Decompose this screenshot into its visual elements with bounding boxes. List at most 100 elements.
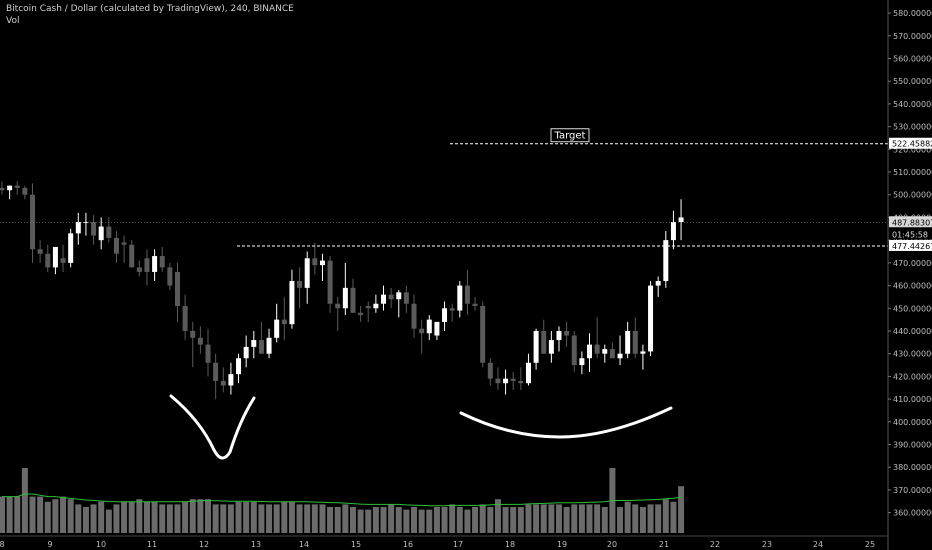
- volume-bar: [555, 504, 562, 533]
- candle-body: [144, 258, 150, 272]
- time-tick-label: 9: [47, 540, 52, 549]
- candle: [37, 240, 43, 263]
- candle-body: [304, 258, 310, 288]
- price-tick-label: 410.000000: [893, 395, 932, 404]
- candle-body: [335, 303, 341, 309]
- volume-bar: [647, 504, 654, 533]
- candle: [182, 294, 188, 341]
- candle: [327, 256, 333, 313]
- candle: [190, 321, 196, 368]
- candle: [213, 353, 219, 400]
- volume-bar: [548, 504, 555, 533]
- candle: [98, 217, 104, 250]
- volume-bar: [266, 504, 273, 533]
- candle-body: [37, 249, 43, 254]
- volume-bar: [105, 509, 112, 533]
- candle: [274, 303, 280, 343]
- price-tick-label: 390.000000: [893, 441, 932, 450]
- candle-body: [167, 267, 173, 286]
- volume-bar: [75, 504, 82, 533]
- candle-body: [129, 244, 135, 268]
- volume-indicator-label: Vol: [6, 16, 20, 26]
- candle-body: [426, 319, 432, 334]
- volume-bar: [662, 499, 669, 533]
- candle: [365, 301, 371, 322]
- price-tick-label: 530.000000: [893, 123, 932, 132]
- volume-bar: [502, 507, 509, 533]
- candle-body: [487, 362, 493, 379]
- candle: [464, 269, 470, 316]
- candle: [14, 181, 20, 195]
- candle: [174, 262, 180, 322]
- candle-body: [152, 256, 158, 272]
- candle: [609, 342, 615, 359]
- candle: [678, 199, 684, 241]
- candle: [587, 333, 593, 372]
- candle: [297, 267, 303, 309]
- candle-body: [60, 258, 66, 263]
- price-tick-label: 420.000000: [893, 372, 932, 381]
- candle: [457, 281, 463, 318]
- volume-bar: [418, 509, 425, 533]
- time-tick-label: 22: [710, 540, 720, 549]
- candle: [83, 212, 89, 236]
- volume-bar: [182, 501, 189, 533]
- candle: [419, 319, 425, 354]
- candle-body: [533, 330, 539, 363]
- volume-bar: [136, 499, 143, 533]
- candle: [60, 244, 66, 272]
- candle: [75, 212, 81, 245]
- time-tick-label: 18: [505, 540, 515, 549]
- candle: [556, 326, 562, 352]
- candle-body: [113, 237, 119, 254]
- volume-bar: [456, 507, 463, 533]
- candle-body: [274, 319, 280, 338]
- volume-bar: [334, 507, 341, 533]
- candle: [266, 328, 272, 359]
- candle-body: [411, 303, 417, 329]
- candle-body: [594, 344, 600, 354]
- rounded-bottom-drawing: [459, 406, 673, 439]
- volume-bar: [540, 504, 547, 533]
- volume-bar: [525, 504, 532, 533]
- candle-body: [472, 303, 478, 307]
- volume-bar: [601, 507, 608, 533]
- volume-bar: [411, 507, 418, 533]
- candle: [442, 301, 448, 331]
- candle: [7, 185, 13, 200]
- volume-bar: [197, 499, 204, 533]
- candle: [312, 242, 318, 275]
- candle: [640, 344, 646, 370]
- time-tick-label: 19: [557, 540, 567, 549]
- volume-bar: [6, 496, 13, 533]
- annotations: Target: [0, 128, 888, 460]
- candle-body: [312, 258, 318, 266]
- volume-bar: [678, 486, 685, 533]
- candle: [663, 231, 669, 288]
- candle-body: [525, 362, 531, 384]
- candle-body: [251, 340, 257, 347]
- candle-body: [159, 256, 165, 268]
- candle-body: [495, 378, 501, 384]
- candle-body: [228, 374, 234, 386]
- candle: [503, 369, 509, 395]
- candle-body: [442, 308, 448, 322]
- candle-body: [579, 358, 585, 366]
- volume-bar: [29, 496, 36, 533]
- candle-body: [197, 337, 203, 345]
- candle-body: [91, 221, 97, 236]
- candle: [121, 235, 127, 263]
- volume-bar: [60, 496, 67, 533]
- time-tick-label: 15: [351, 540, 361, 549]
- candle-body: [327, 260, 333, 304]
- volume-panel: [0, 468, 685, 533]
- candle-body: [52, 246, 58, 268]
- candle-body: [205, 344, 211, 363]
- candle: [205, 328, 211, 377]
- chart-title: Bitcoin Cash / Dollar (calculated by Tra…: [6, 4, 294, 14]
- candle-body: [350, 287, 356, 313]
- current-price-tag-bg: [889, 216, 932, 228]
- candle-body: [68, 233, 74, 263]
- candle: [564, 321, 570, 347]
